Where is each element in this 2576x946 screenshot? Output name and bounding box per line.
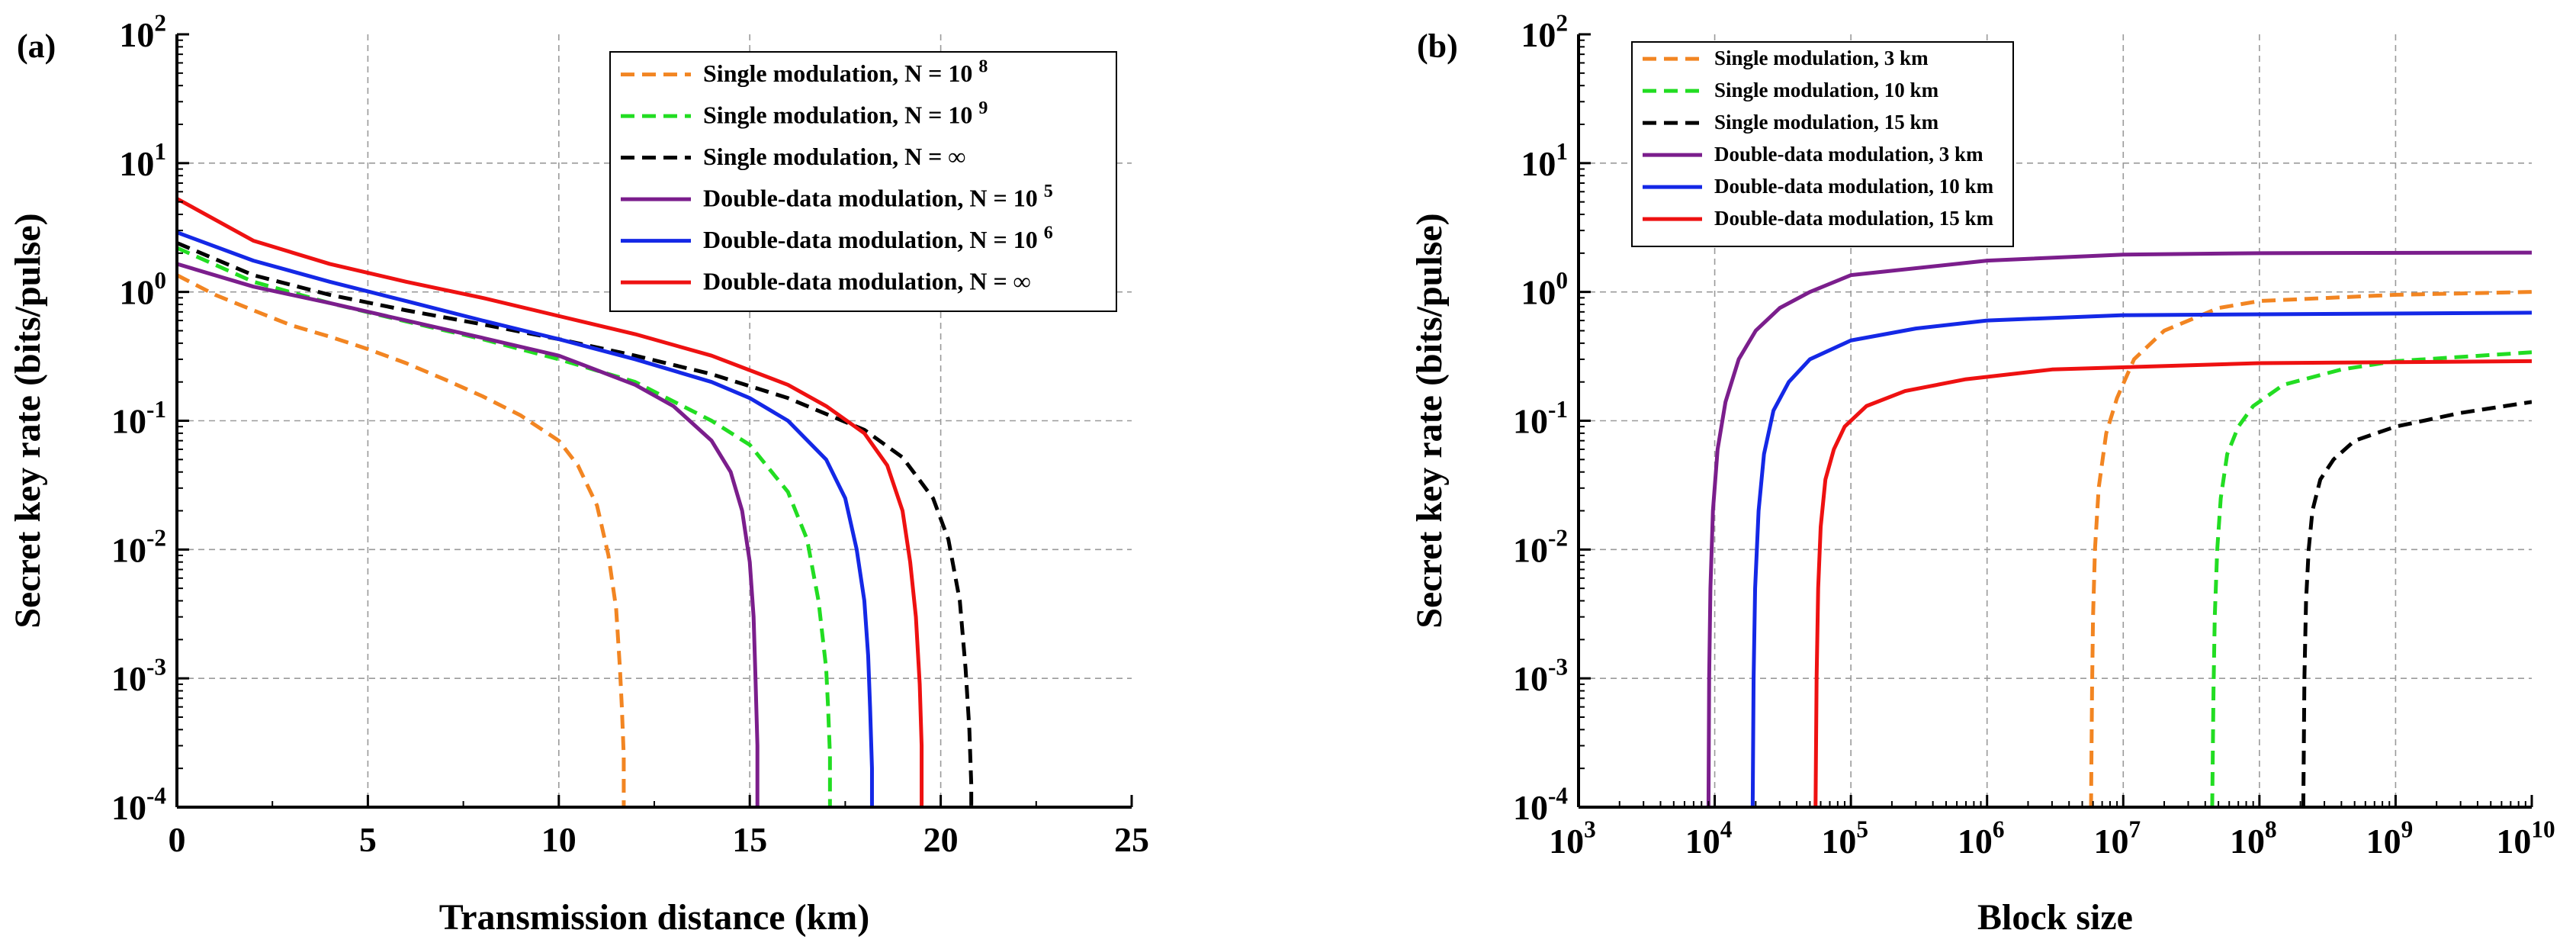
y-tick-label: 10-4 (111, 782, 166, 827)
y-tick-label: 10-2 (111, 525, 166, 570)
legend-label-0: Single modulation, N = 10 8 (703, 56, 988, 87)
x-tick-label: 105 (1821, 816, 1868, 861)
legend-label-1: Single modulation, N = 10 9 (703, 98, 988, 129)
legend-label-2: Single modulation, N = ∞ (703, 143, 965, 170)
legend-box (1631, 41, 2014, 247)
y-axis-title: Secret key rate (bits/pulse) (8, 213, 48, 628)
legend-label-2: Single modulation, 15 km (1714, 111, 1939, 134)
series-line-4 (177, 230, 874, 807)
x-tick-label: 0 (169, 820, 186, 859)
y-tick-label: 101 (1521, 138, 1568, 183)
legend-label-3: Double-data modulation, N = 10 5 (703, 182, 1053, 212)
y-tick-label: 10-3 (1513, 653, 1568, 698)
y-tick-label: 102 (1521, 9, 1568, 54)
series-line-0 (2089, 290, 2532, 808)
x-tick-label: 5 (359, 820, 377, 859)
y-tick-label: 100 (119, 267, 166, 312)
panel-label: (a) (17, 27, 56, 65)
legend-label-5: Double-data modulation, 15 km (1714, 207, 1994, 230)
x-tick-label: 20 (923, 820, 959, 859)
series-line-0 (177, 273, 626, 807)
series-line-1 (177, 246, 832, 807)
x-tick-label: 109 (2366, 816, 2414, 861)
series-line-2 (177, 241, 974, 807)
series-line-2 (2301, 400, 2532, 808)
series-line-3 (177, 262, 760, 807)
panel-label: (b) (1417, 27, 1458, 65)
y-tick-label: 100 (1521, 267, 1568, 312)
legend: Single modulation, 3 km Single modulation… (1631, 41, 2014, 247)
x-tick-label: 108 (2230, 816, 2277, 861)
panel-a: (a) 10-4 10-3 10-2 10-1 100 101 102 0 5 10 15 20 25 Tr… (8, 9, 1149, 938)
x-tick-label: 1010 (2496, 816, 2555, 861)
x-tick-label: 25 (1114, 820, 1149, 859)
series-line-3 (1706, 250, 2532, 808)
y-tick-label: 10-3 (111, 653, 166, 698)
x-tick-label: 107 (2093, 816, 2141, 861)
y-tick-label: 10-1 (1513, 396, 1568, 441)
x-tick-label: 10 (541, 820, 577, 859)
x-tick-label: 106 (1958, 816, 2005, 861)
series-line-5 (177, 197, 924, 807)
legend-label-4: Double-data modulation, N = 10 6 (703, 223, 1053, 253)
legend-box (609, 51, 1117, 312)
x-tick-label: 15 (732, 820, 767, 859)
y-tick-label: 10-1 (111, 396, 166, 441)
series-line-5 (1813, 359, 2532, 808)
legend-label-3: Double-data modulation, 3 km (1714, 143, 1983, 166)
y-tick-label: 10-4 (1513, 782, 1568, 827)
y-tick-label: 101 (119, 138, 166, 183)
series-line-1 (2210, 350, 2532, 808)
x-axis-title: Block size (1977, 897, 2133, 938)
legend-label-0: Single modulation, 3 km (1714, 47, 1929, 69)
legend-label-1: Single modulation, 10 km (1714, 79, 1939, 101)
series-line-4 (1750, 311, 2532, 808)
y-tick-label: 10-2 (1513, 525, 1568, 570)
legend-label-5: Double-data modulation, N = ∞ (703, 268, 1031, 295)
x-tick-label: 104 (1685, 816, 1733, 861)
legend: Single modulation, N = 10 8 Single modula… (609, 51, 1117, 312)
y-axis-title: Secret key rate (bits/pulse) (1409, 213, 1450, 628)
x-tick-label: 103 (1549, 816, 1596, 861)
legend-label-4: Double-data modulation, 10 km (1714, 175, 1994, 198)
panel-b: (b) 10-4 10-3 10-2 10-1 100 101 102 103 104 105 106… (1409, 9, 2555, 938)
y-tick-label: 102 (119, 9, 166, 54)
x-axis-title: Transmission distance (km) (439, 897, 870, 938)
